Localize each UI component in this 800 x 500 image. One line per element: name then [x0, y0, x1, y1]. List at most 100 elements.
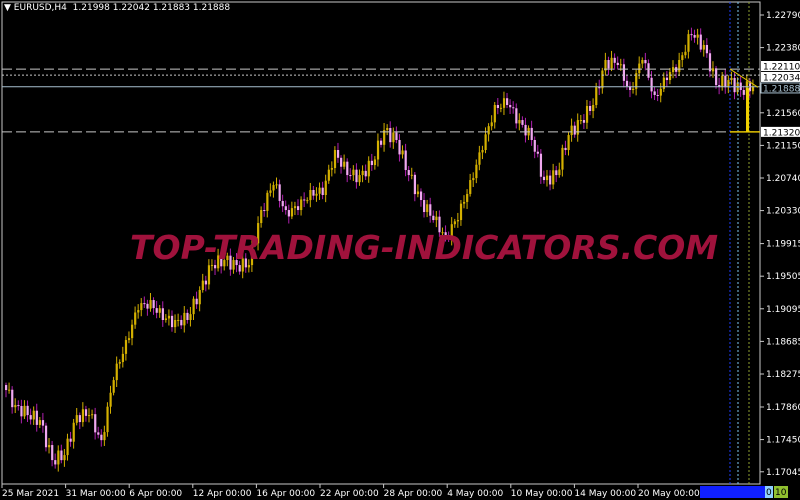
- candle-body: [327, 169, 330, 181]
- candle-body: [121, 353, 125, 363]
- candle-body: [189, 314, 192, 321]
- candle-body: [112, 380, 115, 393]
- candle-body: [542, 176, 546, 181]
- candle-body: [100, 434, 103, 441]
- candle-body: [247, 265, 251, 268]
- candle-body: [343, 161, 346, 167]
- candle-body: [253, 243, 257, 245]
- candle-body: [466, 193, 469, 202]
- candle-body: [51, 445, 54, 461]
- candle-body: [696, 34, 699, 38]
- candle-body: [684, 51, 687, 56]
- candle-body: [589, 105, 592, 112]
- candle-body: [38, 420, 42, 425]
- y-tick-label: 1.18275: [766, 370, 800, 380]
- candle-body: [303, 199, 306, 201]
- candle-body: [687, 34, 690, 52]
- chart-title: ▼ EURUSD,H4 1.21998 1.22042 1.21883 1.21…: [4, 3, 230, 13]
- candle-body: [358, 175, 361, 183]
- candle-body: [380, 140, 383, 145]
- candle-body: [309, 190, 312, 201]
- candle-body: [419, 191, 423, 201]
- candle-body: [644, 60, 647, 64]
- candle-body: [229, 255, 232, 270]
- candle-body: [346, 161, 349, 176]
- candle-body: [638, 63, 641, 74]
- x-tick-label: 6 Apr 00:00: [129, 489, 182, 499]
- candle-body: [281, 200, 284, 207]
- candle-body: [561, 147, 564, 170]
- candle-body: [94, 414, 97, 433]
- candle-body: [432, 215, 435, 221]
- candle-body: [524, 124, 527, 136]
- candle-body: [441, 232, 444, 234]
- plot-frame: [1, 1, 761, 485]
- x-tick-label: 14 May 00:00: [574, 489, 636, 499]
- candle-body: [533, 139, 536, 152]
- price-label: 1.22034: [763, 73, 800, 83]
- price-label-box: [761, 71, 800, 82]
- candle-body: [192, 298, 195, 315]
- candle-body: [545, 175, 549, 181]
- candle-body: [690, 34, 693, 36]
- candle-body: [14, 405, 17, 408]
- candle-body: [549, 175, 552, 185]
- candle-body: [493, 105, 496, 123]
- candle-body: [373, 159, 377, 166]
- candle-body: [570, 125, 573, 136]
- candle-body: [232, 260, 235, 270]
- candle-body: [84, 409, 88, 416]
- time-range-box: [700, 486, 765, 498]
- candle-body: [653, 91, 656, 95]
- candle-body: [398, 139, 401, 155]
- candle-body: [459, 203, 463, 221]
- candle-body: [72, 422, 75, 442]
- candle-body: [8, 389, 11, 391]
- candle-body: [502, 98, 506, 108]
- candle-body: [11, 389, 14, 408]
- candle-body: [579, 120, 582, 122]
- candle-body: [177, 319, 180, 321]
- candle-body: [340, 157, 343, 167]
- candle-body: [401, 150, 404, 155]
- candle-body: [607, 60, 610, 69]
- candle-body: [118, 362, 121, 364]
- candle-body: [152, 300, 155, 309]
- zero-label: 0: [766, 488, 772, 498]
- ten-box: [774, 486, 788, 498]
- candle-body: [266, 192, 269, 211]
- candle-body: [106, 406, 109, 433]
- candle-body: [699, 34, 702, 50]
- candle-body: [272, 185, 275, 191]
- x-tick-label: 25 Mar 2021: [2, 489, 59, 499]
- candle-body: [355, 169, 358, 183]
- candle-body: [87, 415, 91, 417]
- candle-body: [708, 53, 712, 72]
- candle-body: [131, 324, 134, 339]
- candle-body: [78, 415, 81, 423]
- candle-body: [235, 260, 238, 266]
- candle-body: [109, 392, 112, 407]
- candle-body: [97, 432, 100, 435]
- candle-body: [530, 127, 533, 140]
- candle-body: [207, 265, 211, 285]
- candle-body: [146, 303, 149, 309]
- candle-body: [155, 308, 158, 313]
- candle-body: [395, 132, 398, 140]
- candle-body: [287, 210, 290, 217]
- candle-body: [201, 280, 204, 291]
- candle-body: [361, 170, 364, 176]
- candle-body: [558, 169, 561, 176]
- candle-body: [330, 168, 334, 170]
- triangle-down-icon[interactable]: ▼: [4, 3, 11, 13]
- candle-body: [656, 94, 659, 96]
- candle-body: [730, 77, 733, 81]
- candle-body: [293, 206, 297, 209]
- candle-body: [352, 169, 355, 176]
- candle-body: [23, 405, 26, 417]
- candle-body: [456, 220, 460, 222]
- candle-body: [622, 64, 626, 81]
- candle-body: [592, 105, 595, 112]
- x-tick-label: 12 Apr 00:00: [193, 489, 252, 499]
